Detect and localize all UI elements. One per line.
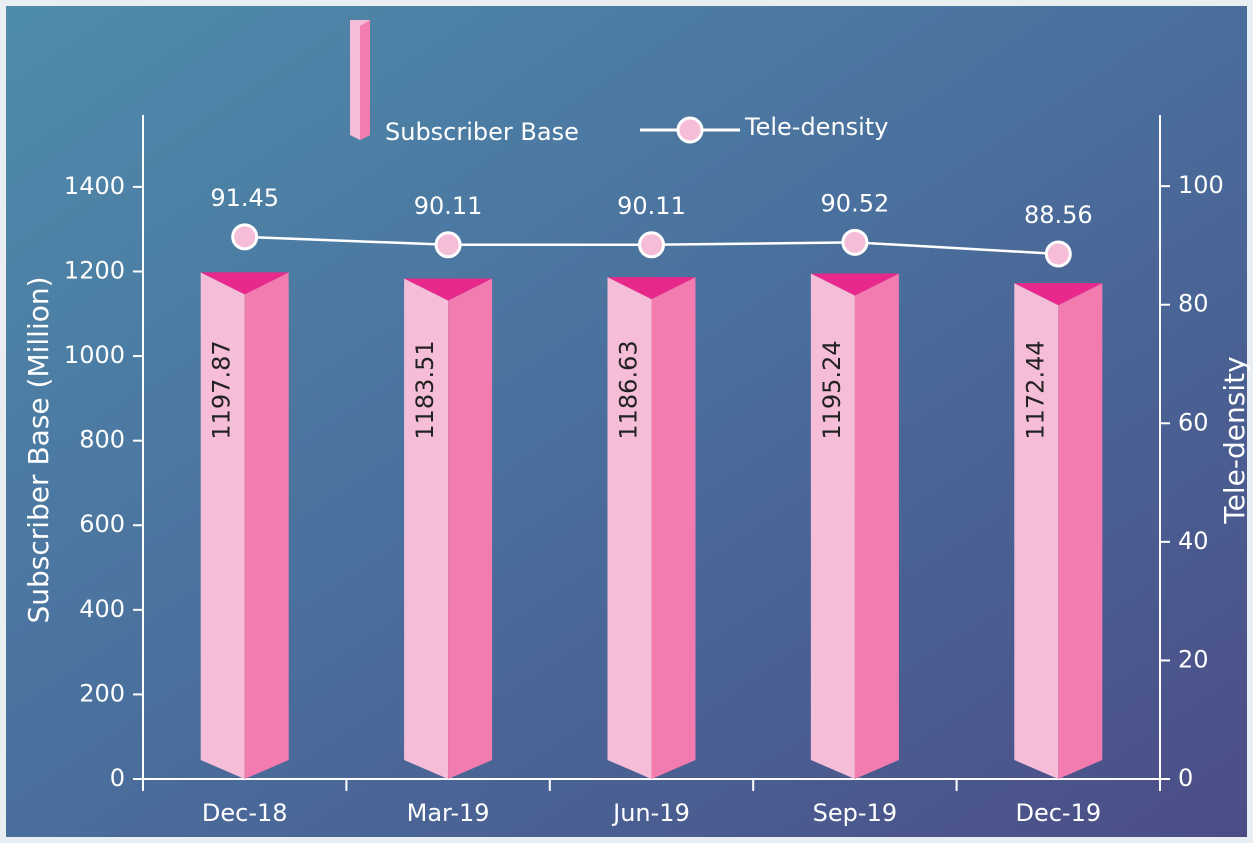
- value-label: 1195.24: [818, 340, 846, 439]
- bar-side: [245, 272, 289, 779]
- value-label: 90.52: [821, 189, 890, 217]
- y2-tick-label: 0: [1178, 764, 1193, 792]
- y2-axis-title: Tele-density: [1218, 356, 1251, 524]
- legend-swatch: [678, 118, 702, 142]
- y-tick-label: 200: [79, 679, 125, 707]
- value-label: 88.56: [1024, 201, 1093, 229]
- y2-tick-label: 100: [1178, 171, 1224, 199]
- y-tick-label: 0: [110, 764, 125, 792]
- legend-swatch: [360, 20, 370, 140]
- y-tick-label: 400: [79, 595, 125, 623]
- x-tick-label: Dec-18: [202, 799, 288, 827]
- bar-side: [448, 278, 492, 779]
- legend-label: Tele-density: [744, 113, 888, 141]
- y-tick-label: 1200: [64, 256, 125, 284]
- y-tick-label: 800: [79, 426, 125, 454]
- value-label: 1197.87: [208, 340, 236, 439]
- y-tick-label: 1000: [64, 341, 125, 369]
- bar-side: [652, 277, 696, 779]
- legend-label: Subscriber Base: [385, 118, 579, 146]
- y2-tick-label: 60: [1178, 408, 1209, 436]
- y-tick-label: 600: [79, 510, 125, 538]
- value-label: 1186.63: [615, 340, 643, 439]
- line-point: [436, 233, 460, 257]
- x-tick-label: Mar-19: [407, 799, 490, 827]
- x-tick-label: Dec-19: [1015, 799, 1101, 827]
- y2-tick-label: 40: [1178, 527, 1209, 555]
- y2-tick-label: 20: [1178, 645, 1209, 673]
- value-label: 1172.44: [1021, 340, 1049, 439]
- bar-side: [1058, 283, 1102, 779]
- line-point: [640, 233, 664, 257]
- line-point: [233, 225, 257, 249]
- line-point: [1046, 242, 1070, 266]
- y-axis-title: Subscriber Base (Million): [22, 276, 55, 623]
- value-label: 1183.51: [411, 340, 439, 439]
- value-label: 90.11: [414, 192, 483, 220]
- bar-side: [855, 273, 899, 779]
- line-point: [843, 230, 867, 254]
- value-label: 91.45: [210, 184, 279, 212]
- x-tick-label: Jun-19: [611, 799, 690, 827]
- chart: Subscriber Base (Million) Tele-density 0…: [0, 0, 1253, 843]
- x-tick-label: Sep-19: [813, 799, 897, 827]
- value-label: 90.11: [617, 192, 686, 220]
- y-tick-label: 1400: [64, 172, 125, 200]
- y2-tick-label: 80: [1178, 290, 1209, 318]
